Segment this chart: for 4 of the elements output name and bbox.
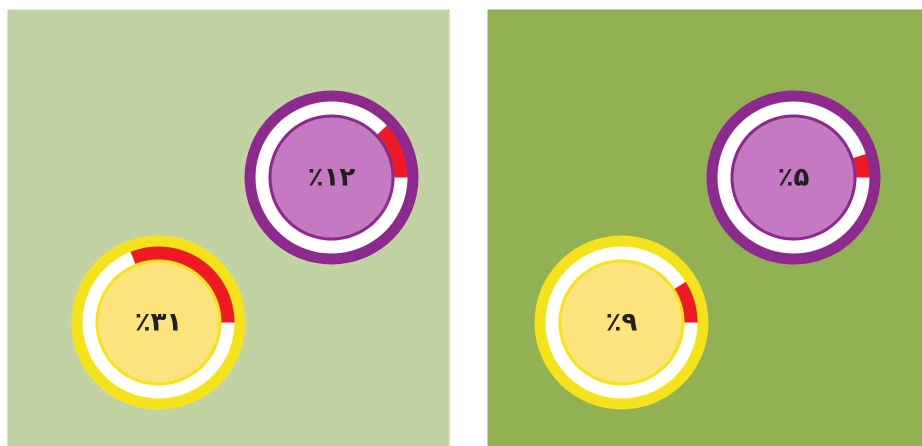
text: ٪۱۲	[308, 162, 356, 192]
text: ٪۳۱	[134, 308, 182, 338]
text: ٪۵	[778, 162, 810, 192]
text: ٪۹	[606, 308, 638, 338]
